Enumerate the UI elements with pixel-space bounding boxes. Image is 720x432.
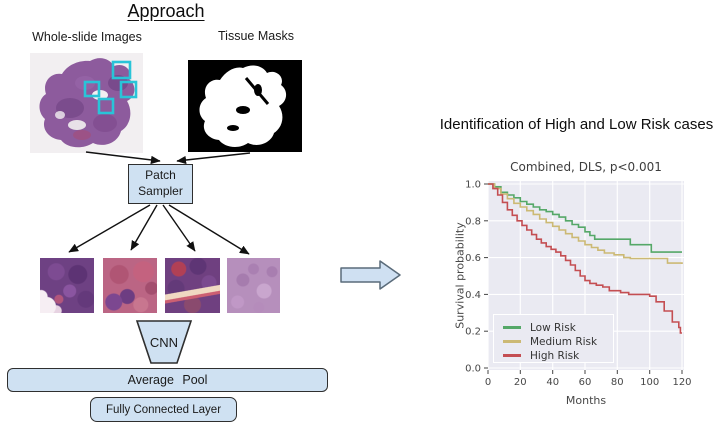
histology-patch-4 [227,258,280,313]
arrow-mask-to-sampler [176,152,251,165]
chart-title: Combined, DLS, p<0.001 [510,160,662,174]
histology-patch-1 [40,258,94,313]
low-risk-line-swatch [503,326,521,329]
legend-label-high-risk: High Risk [530,349,580,362]
y-axis-label: Survival probability [453,222,467,329]
whole-slide-images-label: Whole-slide Images [32,30,142,44]
high-risk-line-swatch [503,354,521,357]
cnn-trapezoid: CNN [135,320,193,364]
svg-text:20: 20 [514,377,527,388]
svg-text:120: 120 [672,377,691,388]
fully-connected-box: Fully Connected Layer [90,397,237,422]
histology-patch-3 [165,258,220,313]
arrow-sampler-to-patch1 [68,204,151,253]
arrow-sampler-to-patch3 [162,204,196,252]
survival-curve [488,183,683,264]
whole-slide-image [30,53,143,153]
svg-text:40: 40 [546,377,559,388]
chart-legend: Low Risk Medium Risk High Risk [493,314,614,363]
flow-arrow-icon [340,260,401,290]
patch-sampler-label-line2: Sampler [138,184,183,198]
sampled-patch-markers [83,60,138,115]
fully-connected-label: Fully Connected Layer [105,403,222,416]
patch-marker-icon [111,60,132,80]
legend-label-low-risk: Low Risk [530,321,576,334]
tissue-mask-image [188,60,302,152]
legend-label-medium-risk: Medium Risk [530,335,598,348]
tissue-masks-label: Tissue Masks [218,29,294,43]
svg-text:0.0: 0.0 [465,364,481,375]
patch-sampler-box: Patch Sampler [128,164,193,204]
legend-row-low-risk: Low Risk [503,321,613,334]
histology-patch-2 [103,258,157,313]
x-axis-label: Months [565,394,607,407]
cnn-label: CNN [150,335,178,350]
average-pool-label: Average Pool [127,373,208,387]
legend-row-medium-risk: Medium Risk [503,335,613,348]
svg-text:0.8: 0.8 [465,216,481,227]
svg-text:0.2: 0.2 [465,327,481,338]
svg-text:0.6: 0.6 [465,253,481,264]
patch-sampler-label-line1: Patch [145,168,176,183]
approach-title: Approach [127,1,205,21]
svg-text:100: 100 [640,377,659,388]
svg-text:0.4: 0.4 [465,290,481,301]
km-plot-area: 0.0 0.2 0.4 0.6 0.8 1.0 0 20 40 60 80 100 120 [465,180,691,389]
svg-text:60: 60 [579,377,592,388]
arrow-slide-to-sampler [85,151,161,165]
patch-marker-icon [97,97,115,115]
svg-text:1.0: 1.0 [465,180,481,191]
survival-curve [488,183,682,334]
survival-curve [488,183,682,253]
arrow-sampler-to-patch2 [130,204,158,251]
average-pool-box: Average Pool [7,368,328,392]
svg-text:0: 0 [485,377,491,388]
svg-text:80: 80 [611,377,624,388]
km-chart: 0.0 0.2 0.4 0.6 0.8 1.0 0 20 40 60 80 100 120 Combin… [452,158,720,422]
patch-marker-icon [119,80,138,99]
patch-marker-icon [83,80,101,98]
medium-risk-line-swatch [503,340,521,343]
legend-row-high-risk: High Risk [503,349,613,362]
results-heading: Identification of High and Low Risk case… [439,116,714,133]
arrow-sampler-to-patch4 [168,204,250,255]
